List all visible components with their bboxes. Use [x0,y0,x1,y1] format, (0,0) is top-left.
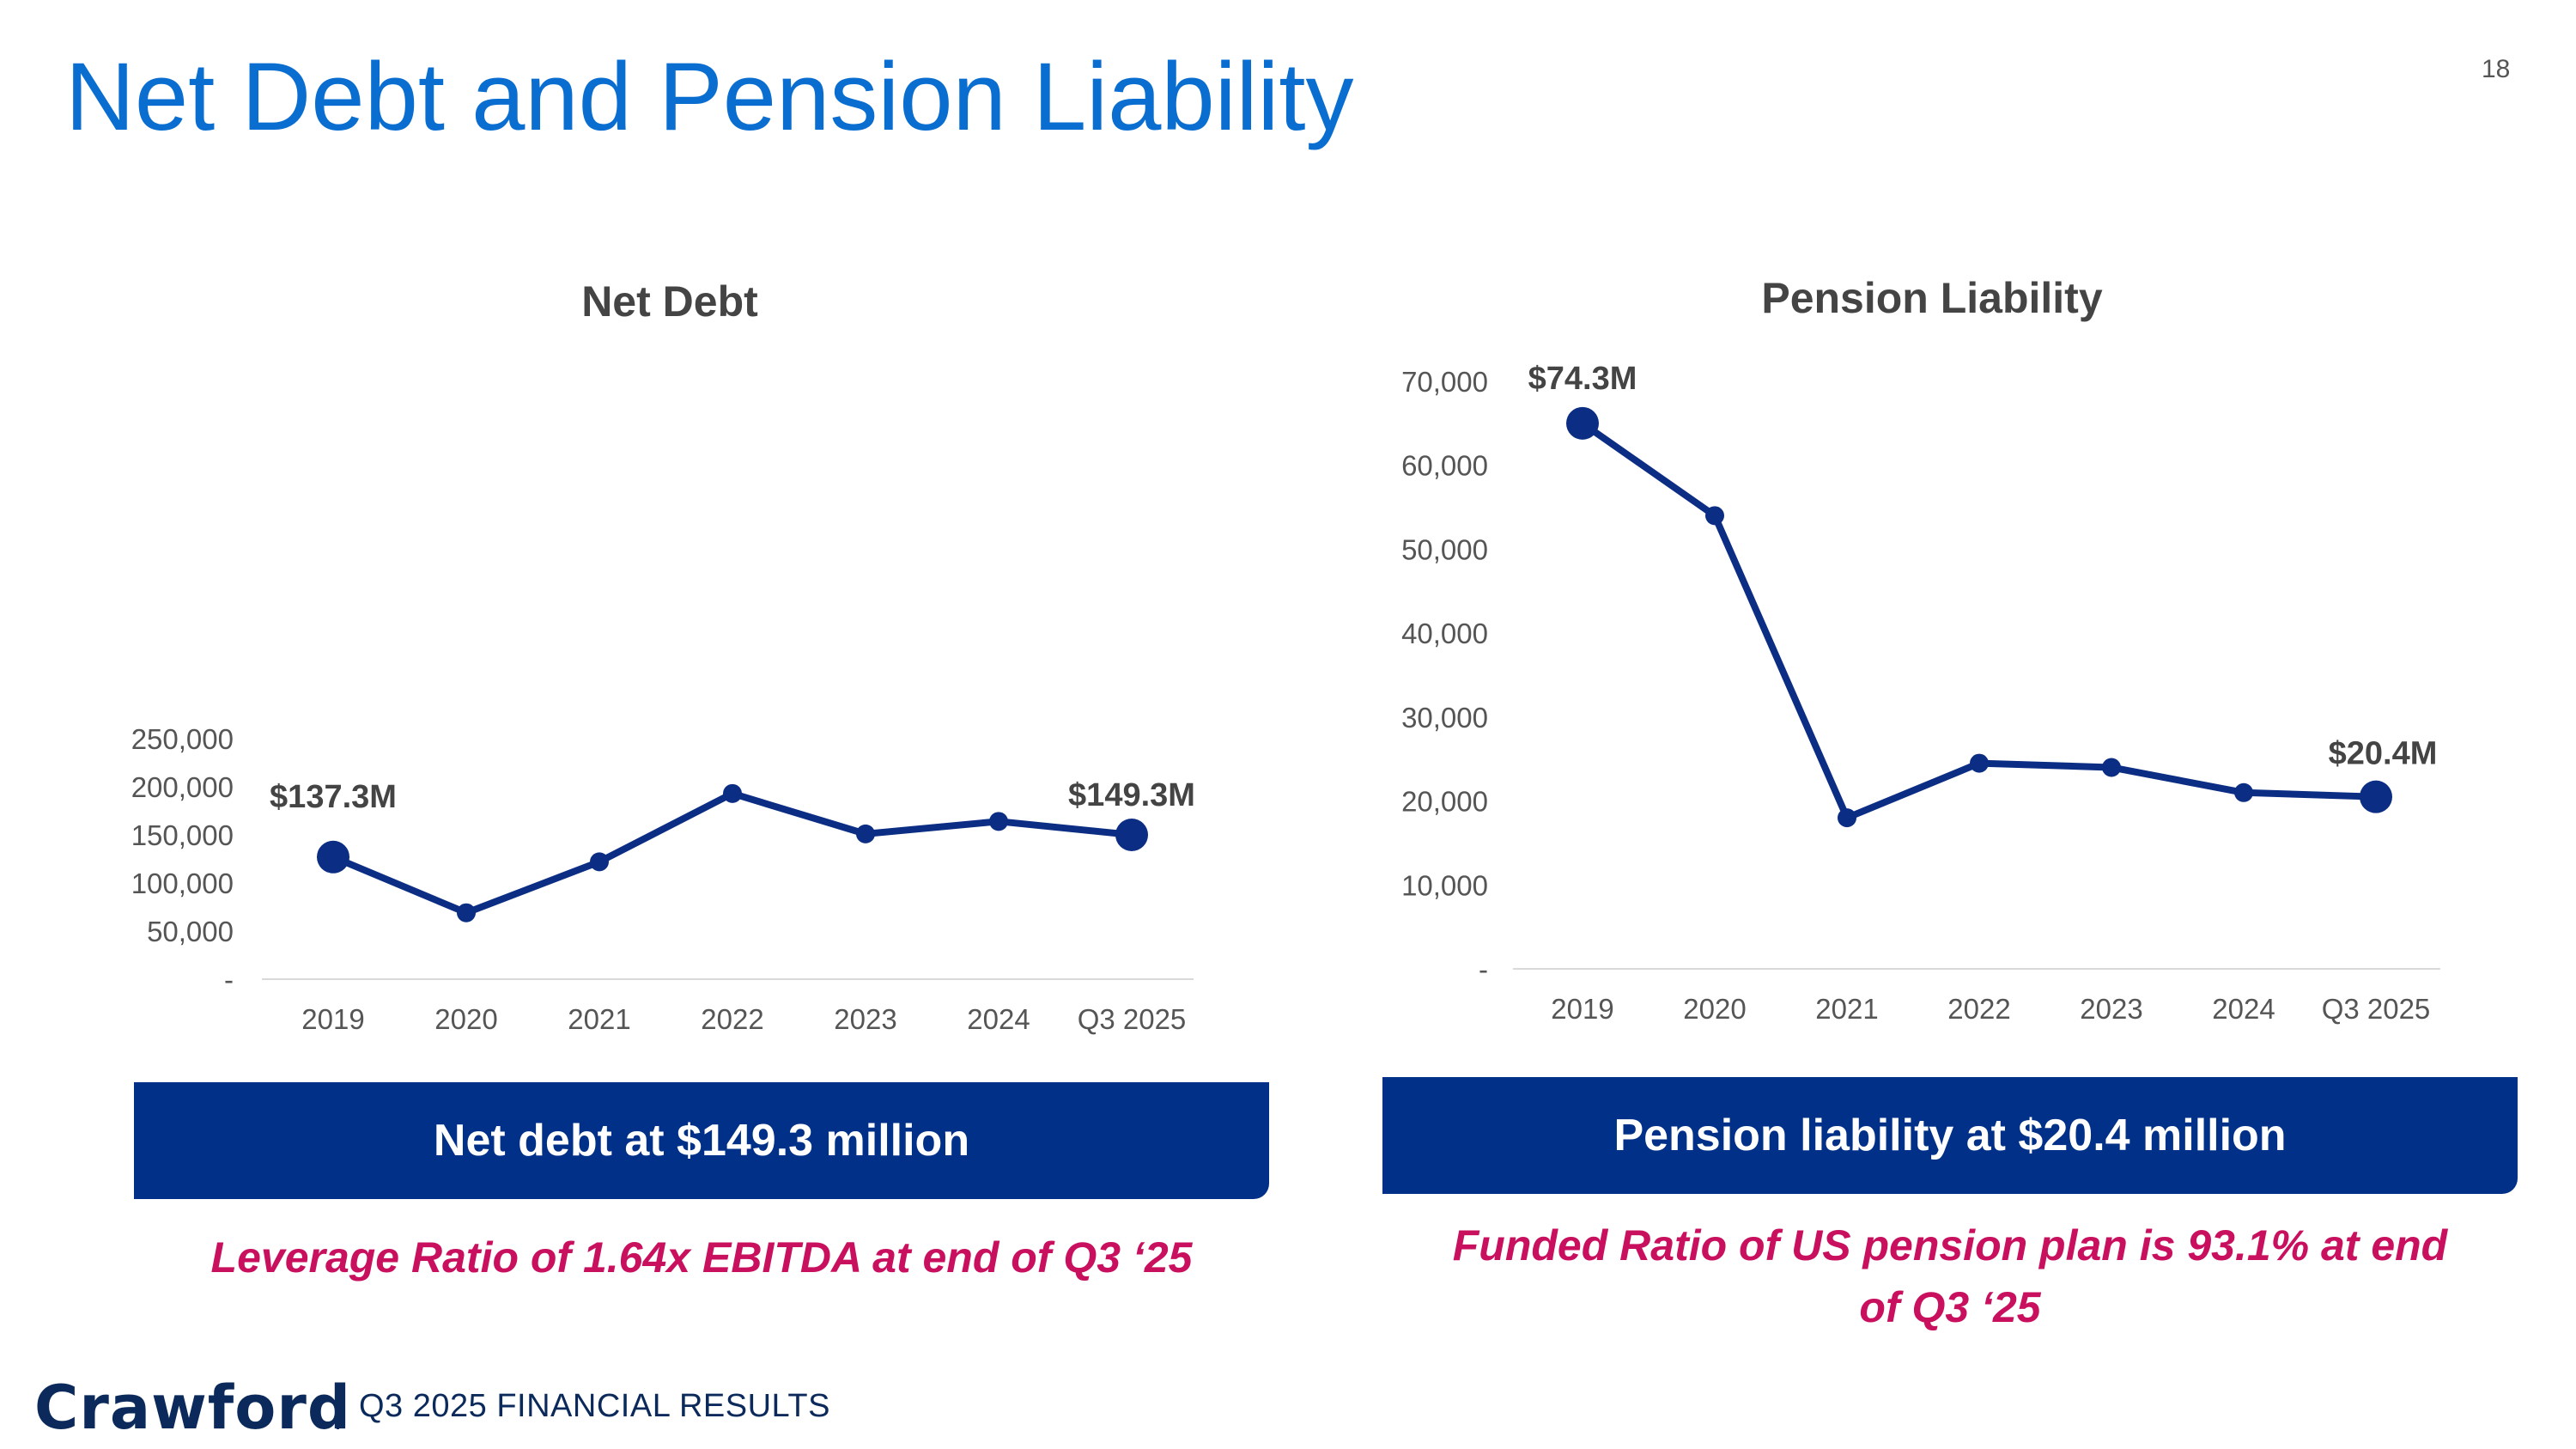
pension-data-label: $74.3M [1528,361,1637,397]
pension-x-tick-label: 2019 [1551,993,1613,1025]
pension-point [1970,753,1989,773]
net-debt-x-tick-label: 2020 [434,1003,497,1035]
net-debt-point [317,840,349,874]
net-debt-x-tick-label: 2019 [301,1003,364,1035]
net-debt-chart-title: Net Debt [581,277,758,326]
net-debt-x-tick-label: 2021 [568,1003,630,1035]
pension-point [2234,782,2253,802]
net-debt-point [723,783,742,803]
net-debt-point [856,824,875,843]
pension-point [1566,406,1599,440]
funded-ratio-note: Funded Ratio of US pension plan is 93.1%… [1452,1221,2448,1331]
pension-x-tick-label: 2023 [2080,993,2142,1025]
net-debt-x-tick-label: 2024 [967,1003,1030,1035]
net-debt-y-tick-label: 200,000 [131,771,234,803]
net-debt-y-tick-label: 50,000 [147,916,234,947]
pension-x-tick-label: 2024 [2212,993,2275,1025]
pension-banner: Pension liability at $20.4 million [1382,1077,2518,1194]
pension-y-tick-label: 70,000 [1401,366,1488,398]
pension-x-tick-label: 2020 [1683,993,1746,1025]
net-debt-point [590,852,609,872]
pension-y-tick-label: 40,000 [1401,618,1488,649]
pension-point [2102,758,2121,777]
pension-y-tick-label: 10,000 [1401,869,1488,901]
footer-text: Q3 2025 FINANCIAL RESULTS [359,1388,830,1424]
page-number: 18 [2482,55,2511,83]
pension-x-tick-label: Q3 2025 [2322,993,2431,1025]
crawford-logo: Crawford [34,1373,351,1443]
pension-point [1705,506,1724,526]
footer-divider [337,1386,339,1429]
pension-y-tick-label: 60,000 [1401,450,1488,482]
net-debt-data-label: $149.3M [1068,777,1195,813]
pension-x-tick-label: 2021 [1815,993,1878,1025]
net-debt-point [457,903,476,922]
leverage-ratio-note: Leverage Ratio of 1.64x EBITDA at end of… [210,1233,1193,1282]
pension-y-tick-label: 50,000 [1401,533,1488,565]
net-debt-y-tick-label: 150,000 [131,819,234,851]
pension-y-tick-label: - [1479,953,1488,985]
pension-chart-title: Pension Liability [1761,274,2103,322]
page-title: Net Debt and Pension Liability [65,43,1354,150]
pension-point [2360,780,2392,813]
net-debt-y-tick-label: - [224,964,234,995]
net-debt-point [1115,819,1148,851]
pension-y-tick-label: 20,000 [1401,786,1488,818]
net-debt-banner: Net debt at $149.3 million [134,1082,1269,1199]
net-debt-y-tick-label: 100,000 [131,868,234,899]
pension-x-tick-label: 2022 [1947,993,2010,1025]
pension-data-label: $20.4M [2329,736,2438,772]
pension-y-tick-label: 30,000 [1401,702,1488,734]
net-debt-point [989,812,1008,831]
net-debt-x-tick-label: 2023 [834,1003,896,1035]
net-debt-x-tick-label: 2022 [701,1003,763,1035]
net-debt-banner-text: Net debt at $149.3 million [433,1116,970,1166]
net-debt-y-tick-label: 250,000 [131,723,234,755]
net-debt-x-tick-label: Q3 2025 [1078,1003,1187,1035]
pension-banner-text: Pension liability at $20.4 million [1613,1111,2287,1160]
net-debt-data-label: $137.3M [270,779,397,815]
pension-point [1838,808,1856,828]
